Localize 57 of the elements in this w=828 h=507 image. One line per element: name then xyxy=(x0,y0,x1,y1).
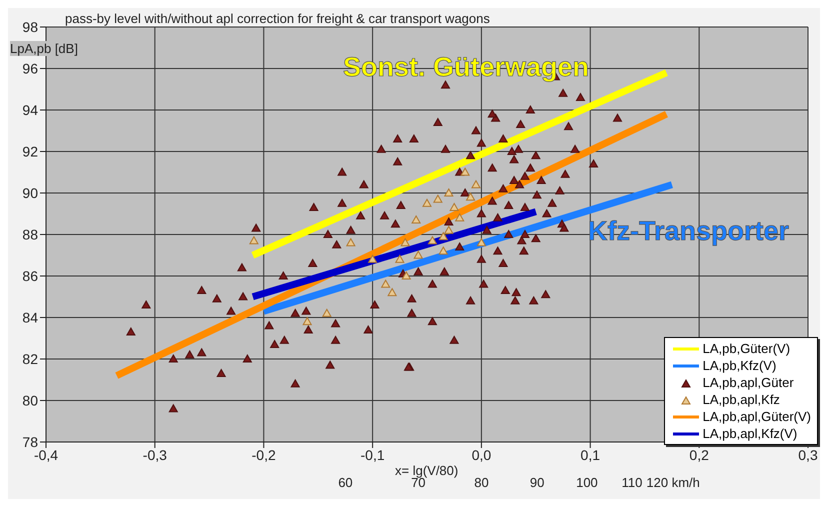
point xyxy=(388,288,397,296)
point xyxy=(368,254,378,263)
x2-tick-label: 90 xyxy=(530,475,544,490)
y-tick-label: 88 xyxy=(22,226,38,242)
x2-tick-label: 80 xyxy=(474,475,489,490)
point xyxy=(302,317,312,326)
point xyxy=(412,215,421,224)
point xyxy=(422,198,432,207)
x2-tick-label: 100 xyxy=(576,475,598,490)
point xyxy=(450,203,459,212)
x-axis-title: x= lg(V/80) xyxy=(395,463,458,478)
legend-label: LA,pb,apl,Güter xyxy=(702,374,794,391)
point xyxy=(444,188,454,196)
point xyxy=(471,180,480,188)
legend-label: LA,pb,apl,Güter(V) xyxy=(702,408,811,425)
point xyxy=(433,194,442,203)
y-tick-label: 90 xyxy=(22,184,38,201)
x-tick-label: 0,0 xyxy=(472,446,492,463)
x-tick-label: 0,3 xyxy=(798,446,818,463)
y-tick-label: 80 xyxy=(22,392,38,408)
point xyxy=(455,213,464,222)
y-tick-label: 84 xyxy=(22,309,38,326)
point xyxy=(476,238,486,246)
point xyxy=(395,254,404,263)
point xyxy=(322,308,332,317)
y-tick-label: 86 xyxy=(22,268,38,284)
y-tick-label: 92 xyxy=(22,143,38,160)
point xyxy=(438,246,448,255)
y-tick-label: 94 xyxy=(22,102,38,118)
x2-tick-label: 120 km/h xyxy=(646,475,700,490)
y-tick-label: 82 xyxy=(22,350,38,367)
legend-label: LA,pb,apl,Kfz(V) xyxy=(702,425,798,442)
y-axis-title: LpA,pb [dB] xyxy=(10,41,78,56)
point xyxy=(402,272,411,280)
point xyxy=(428,236,437,244)
x-tick-label: -0,3 xyxy=(142,446,168,463)
legend-label: LA,pb,Kfz(V) xyxy=(702,357,776,374)
x-tick-label: 0,2 xyxy=(689,446,710,463)
point xyxy=(466,192,476,201)
point xyxy=(460,168,470,176)
chart-title: pass-by level with/without apl correction for freight & car transport wagons xyxy=(65,11,490,26)
legend-label: LA,pb,apl,Kfz xyxy=(702,391,780,408)
y-tick-label: 96 xyxy=(22,60,38,76)
x-tick-label: 0,1 xyxy=(580,446,600,463)
point xyxy=(438,232,448,240)
point xyxy=(400,238,410,246)
point xyxy=(414,250,423,259)
point xyxy=(444,226,454,234)
point xyxy=(346,238,356,246)
x-tick-label: -0,2 xyxy=(252,446,276,463)
y-tick-label: 98 xyxy=(22,18,38,35)
legend-label: LA,pb,Güter(V) xyxy=(702,340,790,357)
point xyxy=(381,280,390,288)
point xyxy=(249,236,258,244)
x2-tick-label: 110 xyxy=(622,475,642,490)
x2-tick-label: 60 xyxy=(338,475,353,490)
x-tick-label: -0,1 xyxy=(360,446,385,463)
